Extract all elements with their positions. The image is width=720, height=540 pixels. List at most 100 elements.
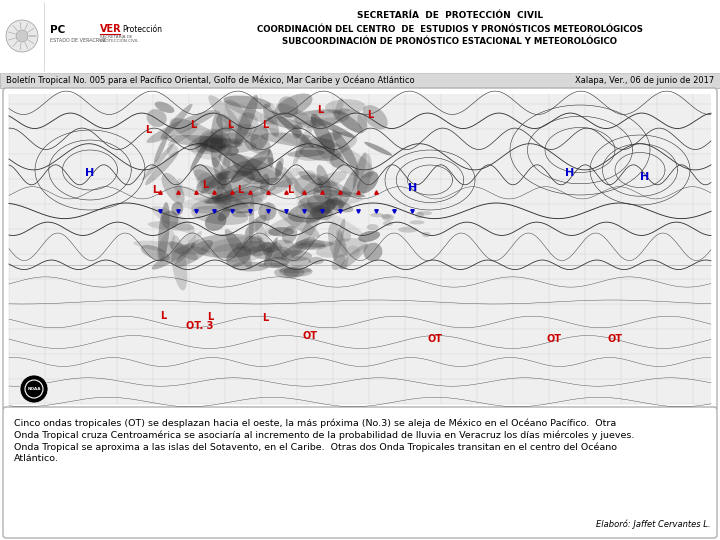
- Ellipse shape: [287, 256, 311, 267]
- Ellipse shape: [410, 220, 425, 225]
- Ellipse shape: [281, 237, 315, 260]
- Ellipse shape: [292, 118, 341, 129]
- Ellipse shape: [206, 178, 279, 204]
- Ellipse shape: [258, 202, 276, 221]
- Ellipse shape: [217, 144, 239, 156]
- Ellipse shape: [289, 246, 302, 259]
- Ellipse shape: [264, 238, 278, 265]
- Ellipse shape: [288, 202, 330, 222]
- Ellipse shape: [191, 234, 266, 258]
- Ellipse shape: [341, 229, 351, 242]
- Ellipse shape: [175, 178, 182, 199]
- Bar: [0, 0, 720, 73]
- Ellipse shape: [284, 267, 300, 278]
- Ellipse shape: [292, 125, 302, 138]
- Text: H: H: [86, 168, 94, 178]
- Ellipse shape: [232, 262, 269, 272]
- Ellipse shape: [273, 250, 312, 262]
- Ellipse shape: [226, 246, 251, 267]
- Ellipse shape: [200, 236, 264, 252]
- Ellipse shape: [305, 198, 339, 224]
- Ellipse shape: [204, 186, 276, 204]
- Ellipse shape: [268, 227, 294, 237]
- Ellipse shape: [152, 242, 195, 269]
- Ellipse shape: [418, 211, 432, 215]
- Ellipse shape: [194, 170, 231, 205]
- Ellipse shape: [357, 113, 367, 130]
- Ellipse shape: [216, 114, 233, 132]
- Text: OT. 3: OT. 3: [186, 321, 214, 331]
- Text: L: L: [160, 311, 166, 321]
- Ellipse shape: [307, 194, 344, 213]
- Ellipse shape: [168, 241, 198, 260]
- Ellipse shape: [133, 241, 211, 255]
- Ellipse shape: [143, 144, 174, 180]
- Ellipse shape: [267, 150, 274, 167]
- Text: L: L: [145, 125, 151, 135]
- Ellipse shape: [251, 125, 269, 151]
- Ellipse shape: [261, 133, 338, 149]
- FancyBboxPatch shape: [3, 407, 717, 538]
- Ellipse shape: [287, 150, 325, 157]
- Ellipse shape: [261, 126, 308, 147]
- Text: OT: OT: [302, 331, 318, 341]
- Ellipse shape: [230, 153, 262, 182]
- Ellipse shape: [210, 111, 223, 168]
- Ellipse shape: [328, 192, 342, 205]
- Ellipse shape: [363, 105, 387, 130]
- Ellipse shape: [180, 196, 251, 210]
- Text: OT: OT: [546, 334, 562, 344]
- Ellipse shape: [282, 226, 297, 244]
- Ellipse shape: [332, 254, 345, 270]
- Ellipse shape: [267, 117, 303, 129]
- Ellipse shape: [264, 215, 305, 236]
- Ellipse shape: [210, 132, 258, 145]
- Ellipse shape: [195, 134, 228, 154]
- Ellipse shape: [299, 201, 363, 235]
- Ellipse shape: [249, 166, 278, 184]
- Ellipse shape: [264, 202, 271, 228]
- Ellipse shape: [178, 231, 202, 262]
- Ellipse shape: [346, 246, 360, 258]
- Ellipse shape: [294, 174, 323, 195]
- Ellipse shape: [197, 170, 255, 194]
- Ellipse shape: [187, 124, 256, 152]
- Text: L: L: [237, 185, 243, 195]
- Circle shape: [20, 375, 48, 403]
- Ellipse shape: [146, 110, 217, 143]
- Ellipse shape: [204, 124, 232, 150]
- Ellipse shape: [193, 165, 228, 189]
- Ellipse shape: [208, 95, 242, 132]
- Ellipse shape: [310, 117, 354, 138]
- Ellipse shape: [140, 245, 170, 261]
- Ellipse shape: [267, 257, 289, 267]
- Ellipse shape: [370, 213, 384, 217]
- Ellipse shape: [223, 101, 275, 125]
- Ellipse shape: [189, 136, 225, 160]
- Ellipse shape: [383, 221, 393, 226]
- Ellipse shape: [325, 199, 354, 212]
- Bar: [0, 73, 720, 88]
- FancyBboxPatch shape: [3, 88, 717, 410]
- Ellipse shape: [300, 171, 347, 196]
- Ellipse shape: [223, 96, 271, 109]
- Ellipse shape: [340, 244, 368, 269]
- Ellipse shape: [415, 212, 424, 219]
- Ellipse shape: [167, 145, 179, 157]
- Ellipse shape: [298, 171, 351, 195]
- Ellipse shape: [161, 104, 192, 139]
- Ellipse shape: [282, 167, 302, 179]
- Ellipse shape: [338, 109, 368, 133]
- Ellipse shape: [311, 114, 335, 154]
- Ellipse shape: [364, 242, 382, 261]
- Ellipse shape: [170, 118, 226, 150]
- Text: L: L: [367, 110, 373, 120]
- Ellipse shape: [235, 193, 264, 205]
- Ellipse shape: [190, 138, 210, 171]
- Ellipse shape: [161, 211, 179, 229]
- Ellipse shape: [243, 234, 262, 253]
- Ellipse shape: [310, 205, 333, 220]
- Ellipse shape: [276, 103, 317, 129]
- Ellipse shape: [333, 218, 345, 261]
- Ellipse shape: [264, 257, 288, 268]
